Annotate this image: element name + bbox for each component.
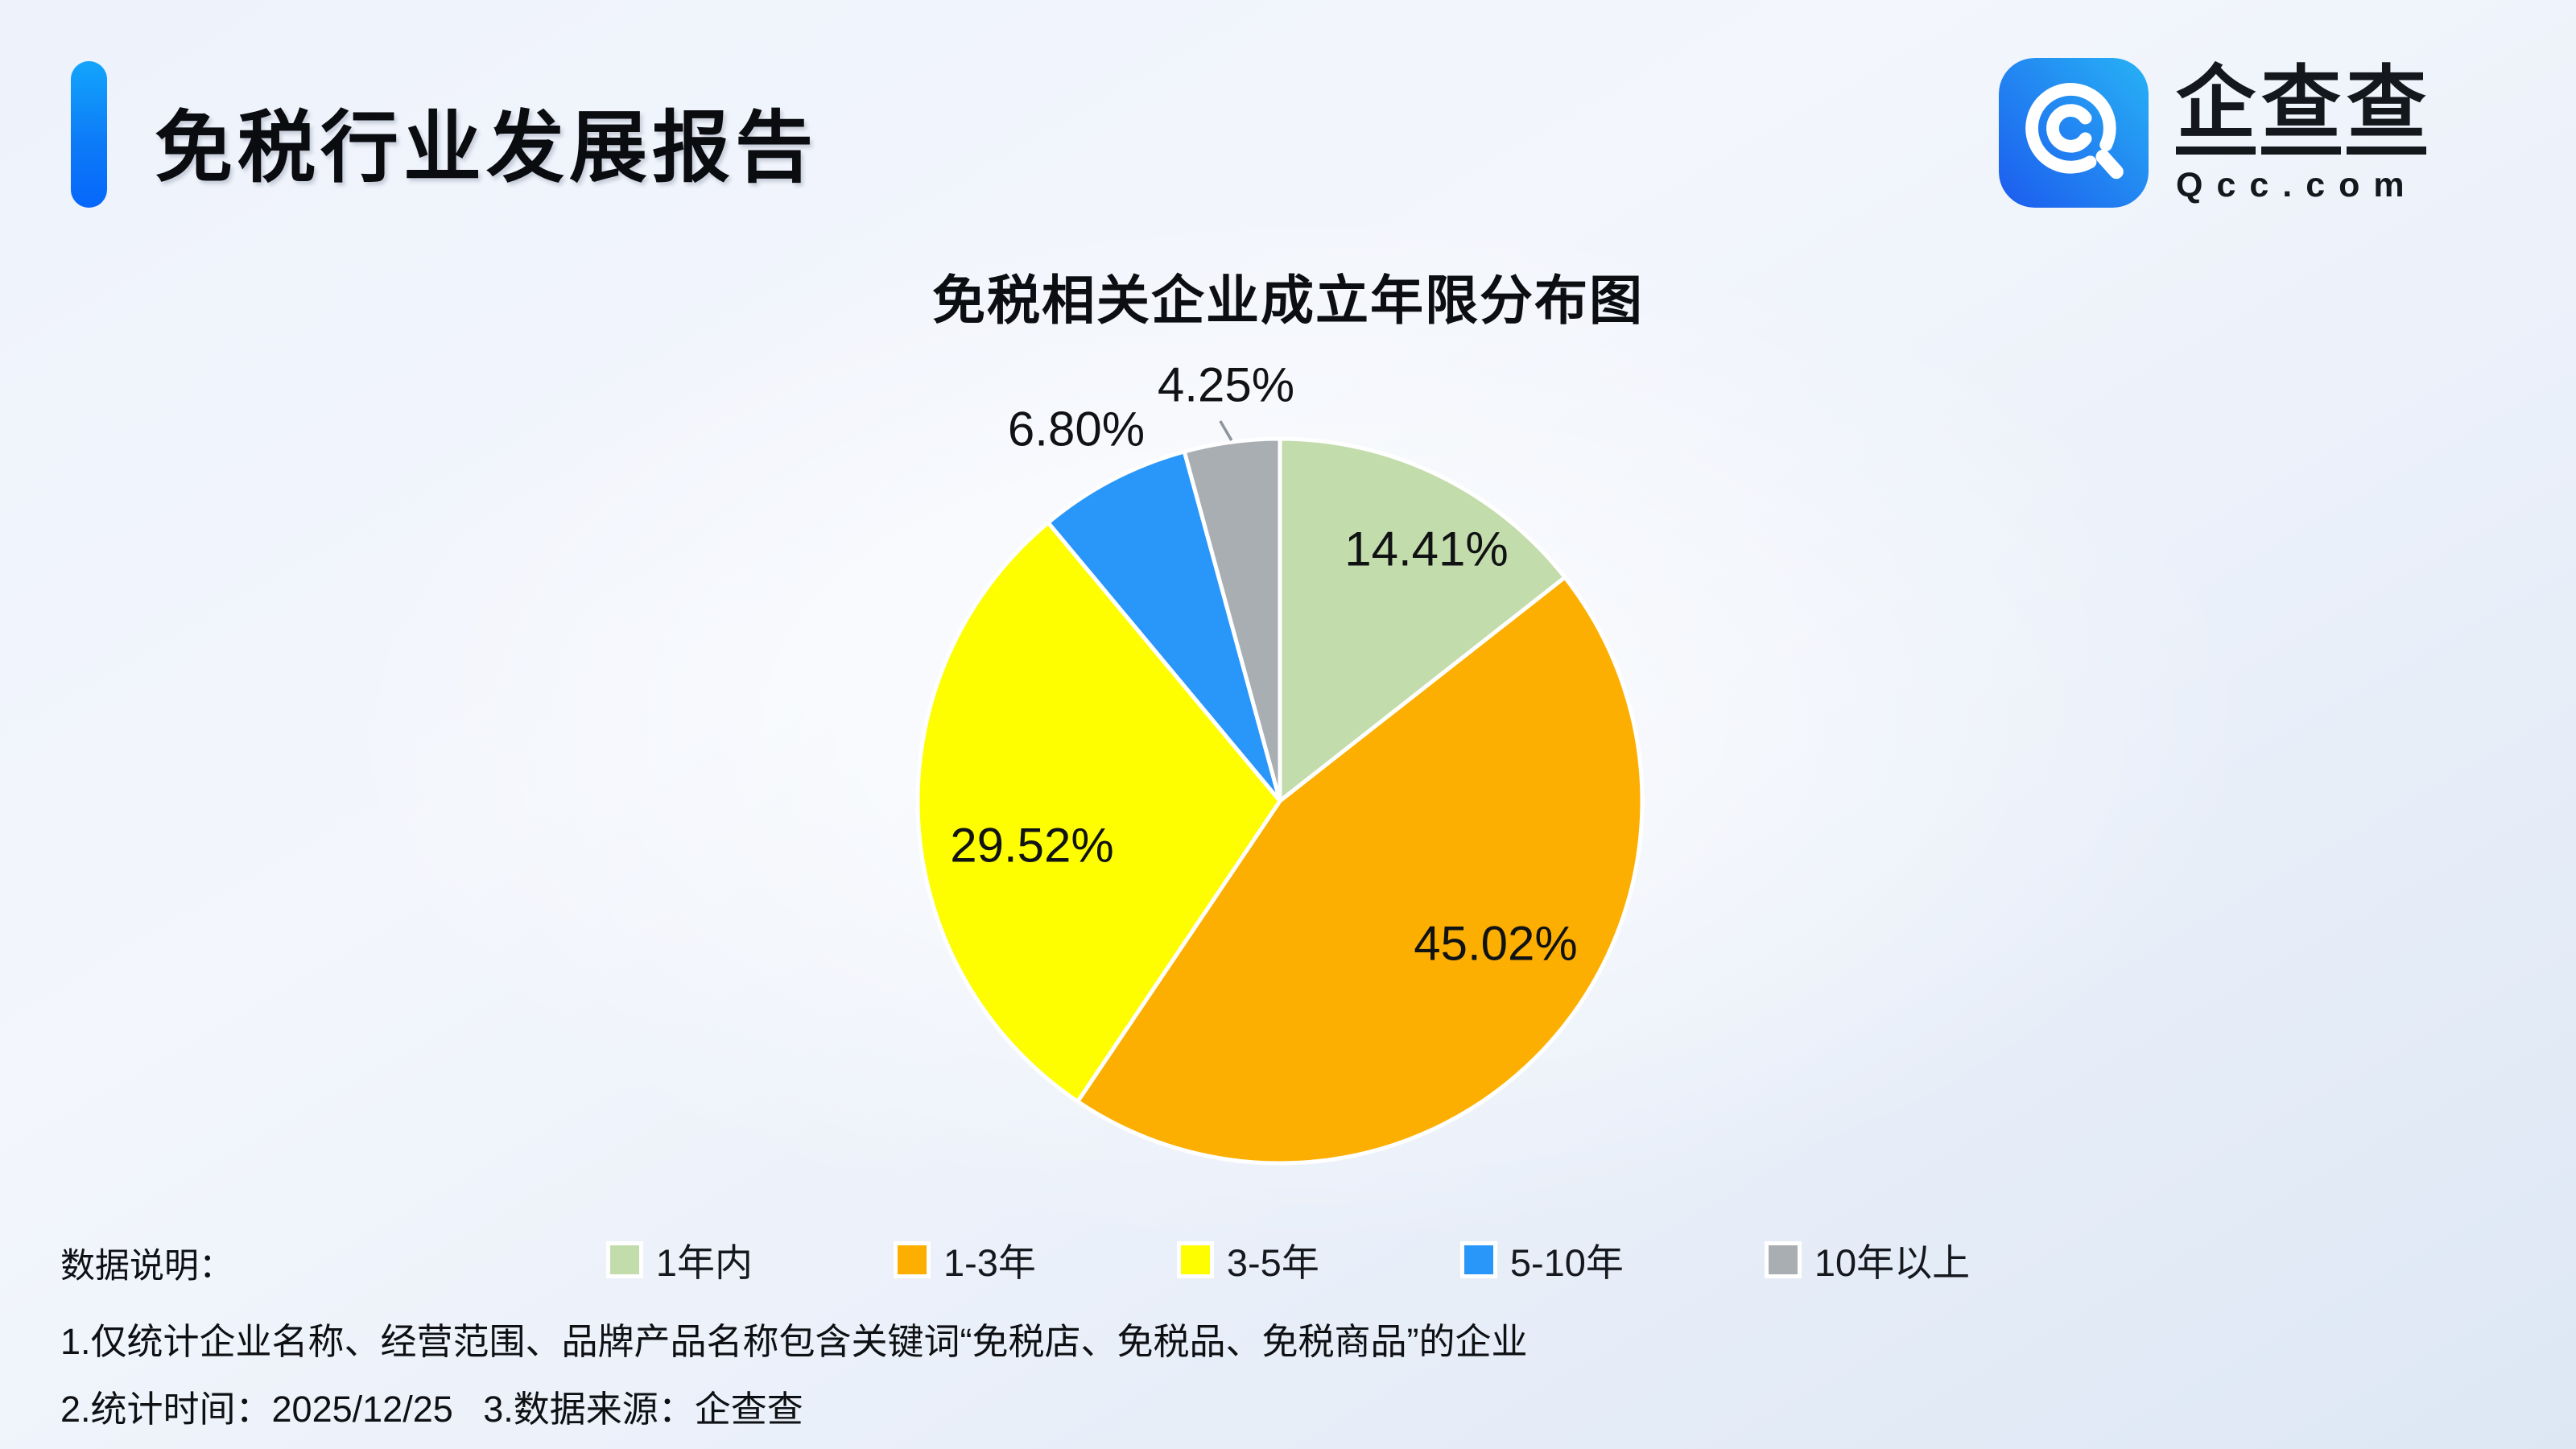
qcc-logo-char: 查 <box>2347 63 2426 155</box>
title-accent-bar <box>71 61 107 208</box>
pie-label-1to3years: 45.02% <box>1414 916 1578 971</box>
legend-label: 3-5年 <box>1226 1241 1319 1284</box>
notes-line-1: 1.仅统计企业名称、经营范围、品牌产品名称包含关键词“免税店、免税品、免税商品”… <box>60 1321 1528 1362</box>
qcc-logo-char: 企 <box>2176 63 2256 155</box>
pie-slice-1 <box>1075 575 1645 1166</box>
legend-item-2: 3-5年 <box>1176 1232 1319 1287</box>
legend-color-swatch <box>893 1241 931 1278</box>
pie-slice-2 <box>915 520 1282 1104</box>
pie-label-3to5years: 29.52% <box>950 818 1114 873</box>
page-title: 免税行业发展报告 <box>155 104 818 192</box>
legend-item-3: 5-10年 <box>1459 1232 1624 1287</box>
qcc-logo-char: 查 <box>2261 63 2341 155</box>
legend-label: 1年内 <box>655 1241 753 1284</box>
legend-label: 10年以上 <box>1814 1241 1971 1284</box>
notes-line-2: 2.统计时间：2025/12/25 3.数据来源：企查查 <box>60 1389 803 1430</box>
legend-color-swatch <box>605 1241 643 1278</box>
pie-slice-0 <box>1278 436 1567 803</box>
pie-label-over10years: 4.25% <box>1157 357 1295 412</box>
pie-label-5to10years: 6.80% <box>1007 402 1146 456</box>
legend-color-swatch <box>1459 1241 1497 1278</box>
qcc-logo-name: 企 查 查 <box>2176 63 2432 155</box>
legend-color-swatch <box>1764 1241 1802 1278</box>
legend-color-swatch <box>1176 1241 1214 1278</box>
pie-slice-4 <box>1182 436 1282 803</box>
pie-chart <box>915 420 1645 1166</box>
pie-slice-3 <box>1046 449 1282 803</box>
legend-item-4: 10年以上 <box>1764 1232 1971 1287</box>
legend-item-0: 1年内 <box>605 1232 753 1287</box>
legend-label: 5-10年 <box>1509 1241 1624 1284</box>
pie-leader-line <box>1219 420 1233 441</box>
qcc-logo-text: 企 查 查 Qcc.com <box>2176 58 2432 205</box>
legend-item-1: 1-3年 <box>893 1232 1036 1287</box>
chart-legend: 1年内 1-3年 3-5年 5-10年 10年以上 <box>0 1232 2576 1287</box>
notes-heading: 数据说明： <box>60 1247 233 1286</box>
chart-title: 免税相关企业成立年限分布图 <box>932 270 1644 330</box>
qcc-magnifier-icon <box>1999 58 2149 208</box>
legend-label: 1-3年 <box>943 1241 1036 1284</box>
pie-label-1year: 14.41% <box>1344 522 1509 576</box>
qcc-logo: 企 查 查 Qcc.com <box>1999 58 2432 208</box>
qcc-logo-domain: Qcc.com <box>2176 166 2418 204</box>
